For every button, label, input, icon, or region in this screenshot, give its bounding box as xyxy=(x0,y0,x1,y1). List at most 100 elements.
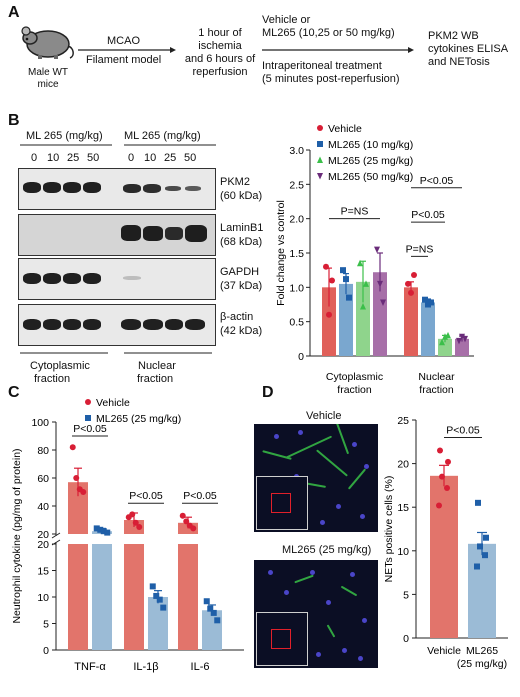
chart-b-legend-label: ML265 (25 mg/kg) xyxy=(328,155,413,167)
blot-size-gapdh: (37 kDa) xyxy=(220,280,263,292)
chart-b-ytick-label: 2.0 xyxy=(289,214,304,226)
chart-c-bar-0-2 xyxy=(178,522,198,534)
wb-dose-c0: 0 xyxy=(31,152,38,164)
step4-line1: PKM2 WB xyxy=(428,30,479,42)
chart-b-point xyxy=(357,259,363,267)
chart-d-annotation: P<0.05 xyxy=(446,424,480,436)
chart-b-group-label: Nuclear xyxy=(418,371,455,383)
chart-c-bar-lower-0-2 xyxy=(178,544,198,650)
blot-gapdh xyxy=(18,258,216,300)
chart-c-point xyxy=(203,598,210,605)
chart-b-ytick-label: 1.0 xyxy=(289,282,304,294)
chart-c-point xyxy=(153,592,160,599)
chart-d-ytick-label: 5 xyxy=(403,589,409,601)
chart-b-ytick-label: 3.0 xyxy=(289,145,304,157)
wb-header-cytoplasmic: ML 265 (mg/kg) xyxy=(26,130,103,142)
step3-line4: (5 minutes post-reperfusion) xyxy=(262,73,400,85)
chart-c-legend-label: ML265 (25 mg/kg) xyxy=(96,413,181,425)
micrograph-ml265 xyxy=(254,560,378,668)
chart-c-legend-label: Vehicle xyxy=(96,398,130,409)
chart-b-bar-0-1 xyxy=(404,287,418,356)
blot-label-beta-actin: β-actin xyxy=(220,311,254,323)
chart-d-point xyxy=(437,447,443,454)
chart-d-ytick-label: 20 xyxy=(397,459,409,471)
wb-dose-c50: 50 xyxy=(87,152,100,164)
chart-b-point xyxy=(411,271,417,278)
chart-d-bar-1 xyxy=(468,543,496,638)
step2-line1: 1 hour of xyxy=(198,27,242,39)
chart-c-ylabel: Neutrophil cytokine (pg/mg of protein) xyxy=(11,448,23,623)
panel-letter-a: A xyxy=(8,4,20,21)
chart-b: 0 0.5 1.0 1.5 2.0 2.5 3.0 Fold change vs contro… xyxy=(275,123,474,395)
chart-d-ytick-label: 15 xyxy=(397,502,409,514)
chart-c-ytick-label: 0 xyxy=(43,645,49,657)
blot-label-pkm2: PKM2 xyxy=(220,176,250,188)
chart-c-point xyxy=(210,609,217,616)
chart-d-point xyxy=(475,499,481,506)
wb-dose-n0: 0 xyxy=(128,152,135,164)
chart-c-category-label: IL-1β xyxy=(133,661,158,673)
chart-b-bar-1-0 xyxy=(339,283,353,356)
wb-dose-n10: 10 xyxy=(144,152,157,164)
chart-b-ytick-label: 2.5 xyxy=(289,179,304,191)
chart-d: 0 5 10 15 20 25 NETs positive cells (%) Vehicle… xyxy=(383,415,508,670)
chart-c-point xyxy=(100,528,107,535)
chart-c-legend-marker xyxy=(85,415,91,421)
wb-fraction-nuc-1: Nuclear xyxy=(138,360,176,372)
chart-c-point xyxy=(97,526,104,533)
chart-b-point xyxy=(340,267,346,274)
chart-c-ytick-label: 5 xyxy=(43,619,49,631)
micrograph-label-ml265: ML265 (25 mg/kg) xyxy=(282,544,372,556)
chart-d-category-label: (25 mg/kg) xyxy=(457,658,507,670)
chart-b-point xyxy=(462,335,468,343)
chart-b-legend-marker xyxy=(317,141,323,147)
chart-d-category-label: Vehicle xyxy=(427,645,461,657)
chart-d-point xyxy=(474,563,480,570)
chart-b-point xyxy=(377,280,383,288)
blot-laminb1 xyxy=(18,214,216,256)
chart-b-point xyxy=(428,299,434,306)
chart-c-point xyxy=(104,529,111,536)
chart-d-ytick-label: 25 xyxy=(397,415,409,427)
wb-header-lines xyxy=(20,144,216,146)
chart-d-ylabel: NETs positive cells (%) xyxy=(383,476,395,583)
chart-d-category-label: ML265 xyxy=(466,645,498,657)
blot-size-laminb1: (68 kDa) xyxy=(220,236,263,248)
chart-c-point xyxy=(69,444,76,451)
chart-b-point xyxy=(445,331,451,339)
chart-c-ytick-label: 20 xyxy=(37,539,49,551)
chart-c-point xyxy=(129,511,136,518)
chart-c-point xyxy=(156,596,163,603)
chart-c-axis-break xyxy=(51,532,61,539)
blot-label-gapdh: GAPDH xyxy=(220,266,260,278)
chart-c-bar-lower-1-0 xyxy=(92,544,112,650)
chart-c-point xyxy=(80,489,87,495)
chart-c-point xyxy=(183,518,190,525)
blot-label-laminb1: LaminB1 xyxy=(220,222,264,234)
chart-c-bar-lower-0-0 xyxy=(68,544,88,650)
chart-c: 20 40 60 80 100 0 5 10 15 20 Neutrophil cytokine (… xyxy=(11,398,244,673)
panel-letter-d: D xyxy=(262,384,274,401)
chart-b-point xyxy=(360,303,366,310)
chart-c-ytick-label: 40 xyxy=(37,501,49,513)
chart-b-legend-label: ML265 (10 mg/kg) xyxy=(328,139,413,151)
chart-b-bar-3-0 xyxy=(373,272,387,356)
chart-c-annotation: P<0.05 xyxy=(73,423,107,435)
blot-size-pkm2: (60 kDa) xyxy=(220,190,263,202)
chart-c-point xyxy=(93,525,100,532)
chart-b-legend-marker xyxy=(317,173,323,180)
wb-fraction-cyto-1: Cytoplasmic xyxy=(30,360,90,372)
chart-b-point xyxy=(323,263,329,270)
chart-b-point xyxy=(456,337,462,345)
chart-b-annotation: P<0.05 xyxy=(420,175,454,187)
step2-line4: reperfusion xyxy=(192,66,248,78)
step3-line3: Intraperitoneal treatment xyxy=(262,60,382,72)
blot-size-beta-actin: (42 kDa) xyxy=(220,325,263,337)
chart-b-point xyxy=(326,311,332,318)
wb-fraction-nuc-2: fraction xyxy=(137,373,174,385)
chart-c-bar-1-2 xyxy=(202,610,222,650)
chart-b-annotation: P=NS xyxy=(406,243,434,255)
chart-d-point xyxy=(483,534,489,541)
chart-b-group-label: fraction xyxy=(419,384,454,395)
chart-b-ytick-label: 0.5 xyxy=(289,317,304,329)
